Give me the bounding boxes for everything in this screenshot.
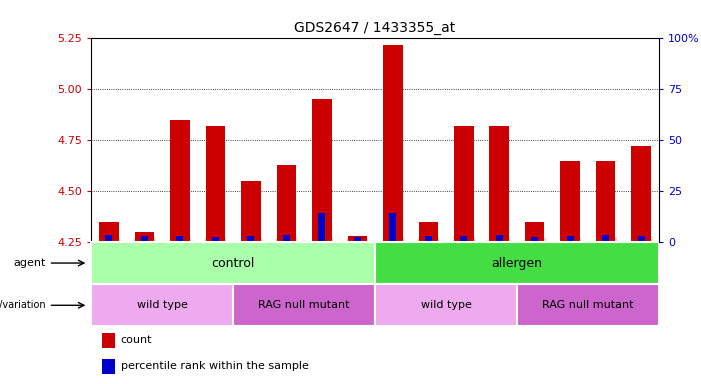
Bar [233, 284, 375, 326]
Text: count: count [121, 335, 152, 345]
Bar [638, 236, 645, 242]
Bar [596, 161, 615, 242]
Bar [375, 284, 517, 326]
Text: RAG null mutant: RAG null mutant [258, 300, 350, 310]
Bar [383, 45, 402, 242]
Bar [425, 236, 432, 242]
Bar [389, 214, 396, 242]
Bar [102, 333, 115, 348]
Bar [91, 284, 233, 326]
Text: genotype/variation: genotype/variation [0, 300, 46, 310]
Bar [141, 236, 148, 242]
Bar [561, 161, 580, 242]
Bar [135, 232, 154, 242]
Bar [102, 359, 115, 374]
Text: percentile rank within the sample: percentile rank within the sample [121, 361, 308, 371]
Bar [318, 214, 325, 242]
Bar [205, 126, 225, 242]
Bar [418, 222, 438, 242]
Bar [632, 146, 651, 242]
Bar [602, 235, 609, 242]
Bar [525, 222, 545, 242]
Bar [517, 284, 659, 326]
Title: GDS2647 / 1433355_at: GDS2647 / 1433355_at [294, 21, 456, 35]
Bar [489, 126, 509, 242]
Bar [531, 237, 538, 242]
Bar [375, 242, 659, 284]
Bar [567, 236, 573, 242]
Text: RAG null mutant: RAG null mutant [542, 300, 634, 310]
Bar [277, 165, 296, 242]
Bar [461, 236, 467, 242]
Bar [177, 236, 183, 242]
Text: wild type: wild type [137, 300, 188, 310]
Text: allergen: allergen [491, 257, 543, 270]
Text: agent: agent [13, 258, 46, 268]
Bar [170, 120, 189, 242]
Bar [247, 236, 254, 242]
Text: control: control [212, 257, 254, 270]
Bar [99, 222, 118, 242]
Bar [354, 237, 361, 242]
Bar [241, 181, 261, 242]
Bar [312, 99, 332, 242]
Bar [348, 236, 367, 242]
Text: wild type: wild type [421, 300, 472, 310]
Bar [105, 235, 112, 242]
Bar [496, 235, 503, 242]
Bar [454, 126, 473, 242]
Bar [212, 237, 219, 242]
Bar [283, 235, 290, 242]
Bar [91, 242, 375, 284]
